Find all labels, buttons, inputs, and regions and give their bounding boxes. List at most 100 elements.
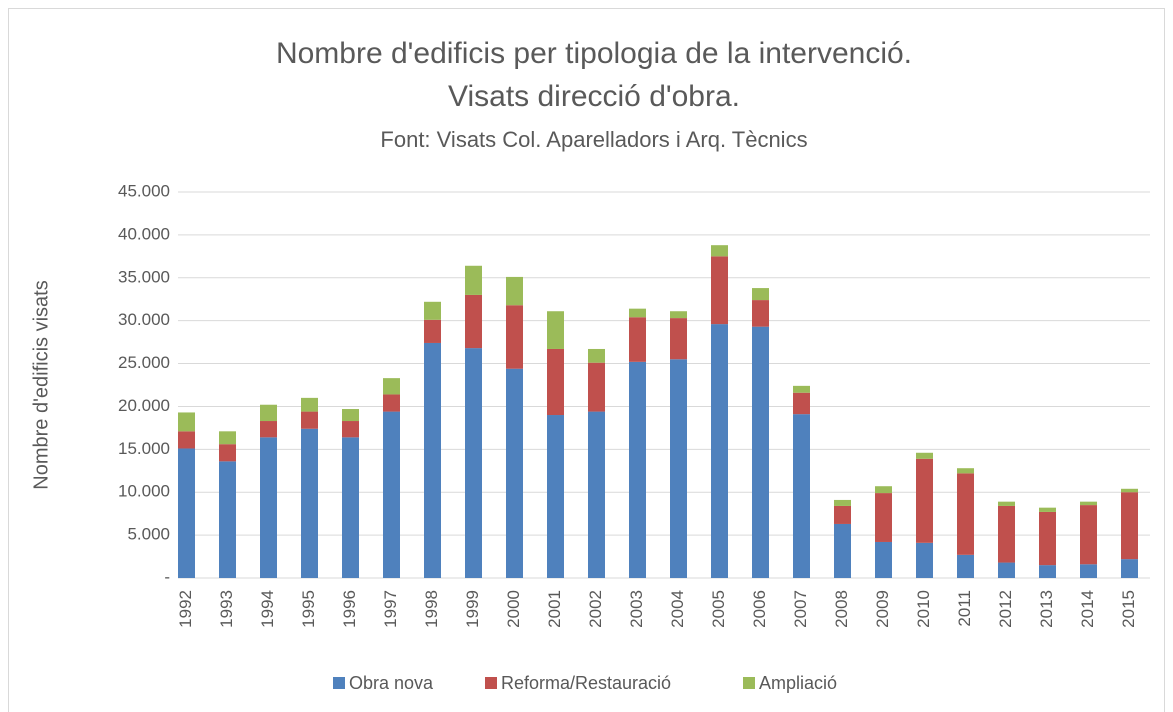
y-tick-label: 40.000 — [118, 224, 170, 243]
bar-segment — [957, 473, 974, 555]
bar-segment — [793, 385, 810, 393]
legend-swatch — [485, 677, 497, 689]
y-tick-label: 35.000 — [118, 267, 170, 286]
x-tick-label: 2001 — [545, 590, 564, 628]
bar-segment — [178, 431, 195, 449]
bar-segment — [383, 394, 400, 412]
x-tick-label: 2013 — [1037, 590, 1056, 628]
x-tick-label: 2011 — [955, 590, 974, 627]
bar-segment — [629, 361, 646, 578]
x-tick-label: 1996 — [340, 590, 359, 628]
x-tick-label: 2003 — [627, 590, 646, 628]
bar-segment — [752, 300, 769, 327]
bar-segment — [506, 276, 523, 306]
y-tick-label: 45.000 — [118, 181, 170, 200]
x-tick-label: 2010 — [914, 590, 933, 628]
bar-segment — [711, 256, 728, 325]
bar-segment — [875, 541, 892, 578]
chart-border — [8, 8, 1165, 712]
bar-segment — [834, 499, 851, 506]
bar-segment — [424, 319, 441, 343]
bar-segment — [424, 301, 441, 320]
bar-segment — [834, 505, 851, 524]
bar-segment — [793, 414, 810, 578]
x-tick-label: 2007 — [791, 590, 810, 628]
bar-segment — [834, 523, 851, 578]
bar-segment — [301, 397, 318, 412]
bar-segment — [752, 288, 769, 301]
x-tick-label: 2008 — [832, 590, 851, 628]
bar-segment — [383, 378, 400, 395]
x-tick-label: 1995 — [299, 590, 318, 628]
bar-segment — [588, 362, 605, 412]
bar-segment — [711, 324, 728, 578]
legend-swatch — [743, 677, 755, 689]
bar-segment — [916, 452, 933, 459]
bar-segment — [670, 311, 687, 319]
bar-segment — [875, 486, 892, 494]
x-tick-label: 1992 — [176, 590, 195, 628]
bar-segment — [670, 359, 687, 578]
bar-segment — [342, 409, 359, 422]
x-tick-label: 1993 — [217, 590, 236, 628]
bar-segment — [547, 311, 564, 349]
bar-segment — [793, 392, 810, 415]
x-tick-label: 1997 — [381, 590, 400, 628]
x-tick-label: 1999 — [463, 590, 482, 628]
x-tick-label: 2004 — [668, 590, 687, 628]
y-axis-label: Nombre d'edificis visats — [30, 280, 52, 489]
bar-segment — [588, 411, 605, 578]
bar-segment — [998, 562, 1015, 578]
bar-segment — [1039, 507, 1056, 512]
y-tick-label: 10.000 — [118, 482, 170, 501]
bar-segment — [547, 348, 564, 416]
bar-segment — [670, 318, 687, 360]
y-tick-label: - — [164, 567, 170, 586]
bar-segment — [260, 404, 277, 422]
bar-segment — [301, 411, 318, 429]
bar-segment — [424, 342, 441, 578]
bar-segment — [629, 308, 646, 318]
bar-segment — [588, 348, 605, 363]
bar-segment — [1039, 565, 1056, 578]
bar-segment — [1121, 488, 1138, 493]
bar-segment — [1080, 501, 1097, 506]
bar-segment — [506, 368, 523, 578]
bar-segment — [916, 458, 933, 543]
bar-segment — [465, 294, 482, 349]
bar-segment — [342, 421, 359, 438]
bar-segment — [957, 554, 974, 578]
legend-label: Obra nova — [349, 673, 434, 693]
bar-segment — [219, 461, 236, 578]
bar-segment — [301, 428, 318, 578]
bar-segment — [957, 468, 974, 474]
bar-segment — [465, 265, 482, 295]
x-tick-label: 2002 — [586, 590, 605, 628]
x-tick-label: 1994 — [258, 590, 277, 628]
bar-segment — [219, 431, 236, 445]
bar-segment — [383, 411, 400, 578]
bar-segment — [752, 326, 769, 578]
bar-segment — [178, 448, 195, 578]
bar-segment — [1121, 492, 1138, 560]
legend-label: Ampliació — [759, 673, 837, 693]
bar-segment — [1080, 505, 1097, 565]
bar-segment — [998, 501, 1015, 506]
bar-segment — [547, 415, 564, 578]
y-tick-label: 30.000 — [118, 310, 170, 329]
x-tick-label: 2014 — [1078, 590, 1097, 628]
chart-subtitle: Font: Visats Col. Aparelladors i Arq. Tè… — [380, 127, 807, 152]
bar-segment — [178, 412, 195, 432]
bar-segment — [260, 421, 277, 438]
bar-segment — [1121, 559, 1138, 578]
x-tick-label: 2015 — [1119, 590, 1138, 628]
bar-segment — [465, 348, 482, 578]
legend-swatch — [333, 677, 345, 689]
bar-segment — [342, 437, 359, 578]
x-tick-label: 2005 — [709, 590, 728, 628]
y-tick-label: 15.000 — [118, 439, 170, 458]
x-tick-label: 2000 — [504, 590, 523, 628]
x-tick-label: 2009 — [873, 590, 892, 628]
x-tick-label: 2012 — [996, 590, 1015, 628]
bar-segment — [1080, 564, 1097, 578]
